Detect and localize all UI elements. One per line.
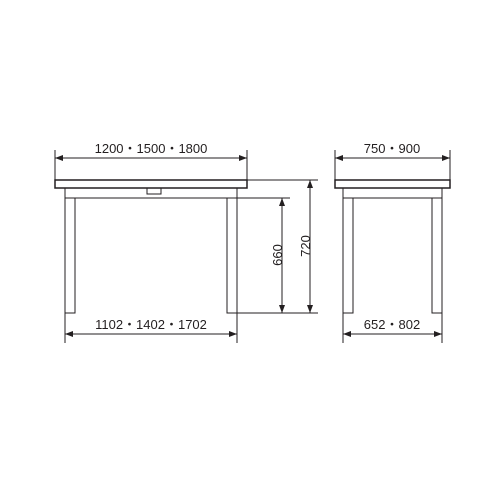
front-bottom-dimension: 1102・1402・1702 [65,313,237,343]
side-top-dim-label: 750・900 [364,141,420,156]
height-dimensions: 660 720 [237,180,318,313]
front-view: 1200・1500・1800 1102・1402・1702 [55,141,247,343]
side-top-dimension: 750・900 [335,141,450,180]
height-outer-label: 720 [298,235,313,257]
height-inner-label: 660 [270,244,285,266]
front-top-dimension: 1200・1500・1800 [55,141,247,180]
side-bottom-dimension: 652・802 [343,313,442,343]
side-view: 750・900 652・802 [335,141,450,343]
side-bottom-dim-label: 652・802 [364,317,420,332]
front-top-dim-label: 1200・1500・1800 [95,141,208,156]
front-bottom-dim-label: 1102・1402・1702 [95,317,207,332]
dimension-diagram: 1200・1500・1800 1102・1402・1702 660 720 [0,0,500,500]
